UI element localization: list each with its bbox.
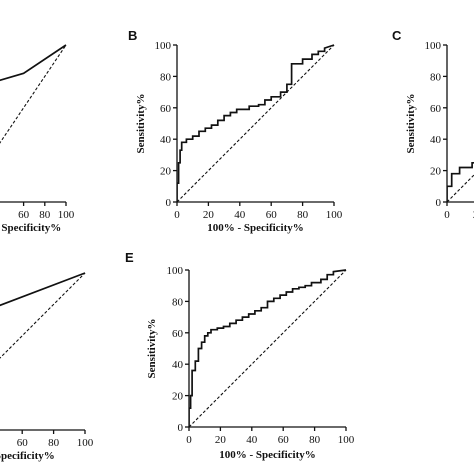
y-tick-label: 20 xyxy=(160,166,172,178)
panel-label: C xyxy=(392,28,402,43)
y-tick-label: 0 xyxy=(166,197,172,209)
y-axis-title: Sensitivity% xyxy=(405,94,417,154)
x-tick-label: 0 xyxy=(444,209,450,221)
panel-d: 60 80 100 100% - Specificity% xyxy=(0,272,94,462)
x-tick-label: 80 xyxy=(39,209,51,221)
panel-e: E 0 20 40 60 80 100 0 20 40 60 80 100 100% - Specific… xyxy=(125,250,355,461)
y-tick-label: 80 xyxy=(160,71,172,83)
y-tick-label: 0 xyxy=(178,422,184,434)
y-tick-label: 60 xyxy=(430,103,442,115)
reference-diagonal-line xyxy=(177,44,335,202)
x-tick-label: 80 xyxy=(297,209,309,221)
x-tick-label: 60 xyxy=(266,209,278,221)
roc-curve-line xyxy=(177,44,335,202)
roc-curve-line xyxy=(0,44,67,82)
x-axis-title: 100% - Specificity% xyxy=(0,222,61,234)
x-tick-label: 100 xyxy=(58,209,75,221)
y-tick-label: 20 xyxy=(172,391,184,403)
x-axis-title: 100% - Specificity% xyxy=(0,450,55,462)
y-tick-label: 80 xyxy=(430,71,442,83)
y-tick-label: 40 xyxy=(160,134,172,146)
x-tick-label: 40 xyxy=(234,209,246,221)
roc-curve-line xyxy=(447,161,474,202)
x-tick-label: 60 xyxy=(278,434,290,446)
x-tick-label: 0 xyxy=(186,434,192,446)
x-tick-label: 20 xyxy=(473,209,474,221)
roc-curve-line xyxy=(189,269,347,427)
panel-b: B 0 20 40 60 80 100 0 20 40 60 80 100 100% - Specific… xyxy=(128,28,343,234)
x-tick-label: 80 xyxy=(48,437,60,449)
reference-diagonal-line xyxy=(189,269,347,427)
x-tick-label: 20 xyxy=(203,209,215,221)
y-tick-label: 40 xyxy=(172,359,184,371)
y-tick-label: 100 xyxy=(155,40,172,52)
x-axis-title: 100% - Specificity% xyxy=(207,222,304,234)
y-tick-label: 80 xyxy=(172,296,184,308)
x-axis-title: 100% - Specificity% xyxy=(219,449,316,461)
x-tick-label: 100 xyxy=(326,209,343,221)
y-tick-label: 100 xyxy=(425,40,442,52)
y-tick-label: 60 xyxy=(160,103,172,115)
y-tick-label: 20 xyxy=(430,166,442,178)
x-tick-label: 60 xyxy=(18,209,30,221)
y-tick-label: 100 xyxy=(167,265,184,277)
y-tick-label: 60 xyxy=(172,328,184,340)
x-tick-label: 0 xyxy=(174,209,180,221)
panel-label: E xyxy=(125,250,134,265)
reference-diagonal-line xyxy=(447,174,474,202)
x-tick-label: 20 xyxy=(215,434,227,446)
x-tick-label: 80 xyxy=(309,434,321,446)
y-axis-title: Sensitivity% xyxy=(135,94,147,154)
x-tick-label: 100 xyxy=(338,434,355,446)
reference-diagonal-line xyxy=(0,272,86,359)
y-axis-title: Sensitivity% xyxy=(146,319,158,379)
reference-diagonal-line xyxy=(0,44,67,144)
x-tick-label: 100 xyxy=(77,437,94,449)
panel-label: B xyxy=(128,28,137,43)
y-tick-label: 40 xyxy=(430,134,442,146)
y-tick-label: 0 xyxy=(436,197,442,209)
x-tick-label: 60 xyxy=(17,437,29,449)
panel-c: C 0 20 0 20 40 60 80 100 Sensitivity% xyxy=(392,28,474,221)
x-tick-label: 40 xyxy=(246,434,258,446)
roc-curve-line xyxy=(0,272,86,307)
